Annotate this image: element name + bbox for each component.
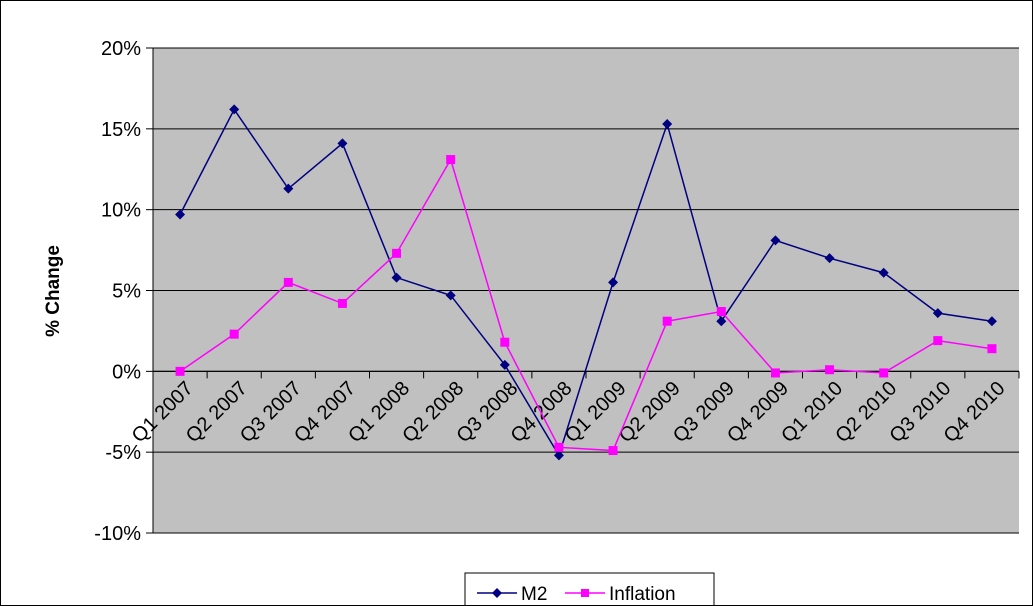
y-axis-title: % Change (43, 245, 64, 337)
data-point (825, 365, 835, 375)
data-point (392, 248, 402, 258)
data-point (770, 235, 781, 246)
data-point (337, 138, 348, 149)
data-point (445, 290, 456, 301)
data-point (608, 277, 619, 288)
data-point (554, 442, 564, 452)
series-lines (175, 104, 997, 461)
y-tick-label: 15% (101, 119, 141, 141)
data-point (283, 183, 294, 194)
legend-label-inflation: Inflation (609, 584, 676, 605)
y-tick-label: 20% (101, 38, 141, 60)
legend-marker-m2 (492, 588, 502, 598)
series-m2 (175, 104, 997, 461)
series-line (179, 157, 993, 452)
data-point (229, 104, 240, 115)
data-point (608, 446, 618, 456)
data-point (987, 344, 997, 354)
y-tick-label: 10% (101, 200, 141, 222)
data-point (391, 272, 402, 283)
gridlines (153, 47, 1019, 453)
data-point (933, 336, 943, 346)
data-point (662, 316, 672, 326)
data-point (878, 267, 889, 278)
data-point (879, 368, 889, 378)
data-point (986, 316, 997, 327)
y-tick-label: -10% (94, 523, 141, 545)
data-point (662, 118, 673, 129)
data-point (446, 155, 456, 165)
data-point (175, 209, 186, 220)
data-point (337, 298, 347, 308)
data-point (716, 307, 726, 317)
y-tick-label: 5% (112, 281, 141, 303)
data-point (229, 329, 239, 339)
data-point (500, 337, 510, 347)
series-inflation (175, 155, 997, 456)
legend-box (464, 572, 715, 605)
series-line (179, 107, 993, 458)
data-point (175, 366, 185, 376)
y-axis-ticks: 20% 15% 10% 5% 0% -5% -10% (94, 38, 153, 545)
data-point (283, 277, 293, 287)
legend-label-m2: M2 (521, 584, 547, 605)
data-point (770, 368, 780, 378)
y-tick-label: -5% (105, 442, 141, 464)
data-point (824, 253, 835, 264)
legend: M2 Inflation (464, 572, 715, 605)
data-point (716, 316, 727, 327)
data-point (499, 359, 510, 370)
y-tick-label: 0% (112, 361, 141, 383)
legend-marker-inflation (581, 589, 589, 597)
data-point (932, 308, 943, 319)
data-point (553, 450, 564, 461)
